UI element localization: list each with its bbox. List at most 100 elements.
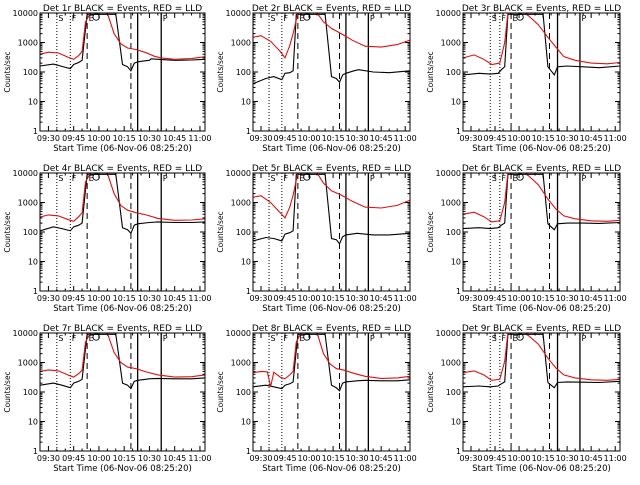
y-tick-label: 100 xyxy=(446,228,461,237)
y-tick-label: 1000 xyxy=(441,359,461,368)
y-tick-label: 1 xyxy=(456,287,461,296)
x-tick-label: 09:30 xyxy=(37,134,60,143)
y-tick-label: 100 xyxy=(236,388,251,397)
flare-marker xyxy=(516,173,524,181)
x-tick-label: 10:00 xyxy=(298,454,321,463)
event-label: E xyxy=(299,14,304,23)
y-tick-label: 1 xyxy=(246,287,251,296)
x-tick-label: 09:30 xyxy=(459,134,482,143)
y-tick-label: 10000 xyxy=(13,169,38,178)
y-tick-label: 10 xyxy=(451,258,461,267)
x-tick-label: 10:30 xyxy=(556,294,579,303)
x-axis-label: Start Time (06-Nov-06 08:25:20) xyxy=(472,464,611,474)
event-label: P xyxy=(370,334,375,343)
x-tick-label: 09:30 xyxy=(249,454,272,463)
event-label: P xyxy=(163,334,168,343)
x-tick-label: 10:45 xyxy=(370,294,393,303)
y-tick-label: 1000 xyxy=(441,199,461,208)
plot-frame xyxy=(39,172,206,292)
x-tick-label: 10:15 xyxy=(532,454,555,463)
x-tick-label: 10:15 xyxy=(532,134,555,143)
x-tick-label: 09:45 xyxy=(274,454,297,463)
y-tick-label: 10 xyxy=(451,418,461,427)
y-tick-label: 10000 xyxy=(13,329,38,338)
y-tick-label: 100 xyxy=(446,68,461,77)
event-label: E xyxy=(89,334,94,343)
y-tick-label: 10000 xyxy=(436,329,461,338)
x-tick-label: 09:30 xyxy=(37,454,60,463)
event-label: F xyxy=(72,334,77,343)
series-events xyxy=(463,13,620,76)
x-tick-label: 10:30 xyxy=(138,294,161,303)
event-label: S xyxy=(58,14,63,23)
y-tick-label: 1 xyxy=(456,447,461,456)
x-tick-label: 10:45 xyxy=(580,294,603,303)
x-tick-label: 11:00 xyxy=(604,454,627,463)
y-axis-label: Counts/sec xyxy=(426,51,435,92)
x-tick-label: 10:30 xyxy=(346,134,369,143)
event-label: E xyxy=(513,334,518,343)
y-tick-label: 10 xyxy=(28,258,38,267)
event-label: P xyxy=(581,14,586,23)
y-tick-label: 10000 xyxy=(13,9,38,18)
x-axis-label: Start Time (06-Nov-06 08:25:20) xyxy=(262,304,401,314)
x-axis-label: Start Time (06-Nov-06 08:25:20) xyxy=(53,464,192,474)
x-tick-label: 10:00 xyxy=(298,294,321,303)
x-tick-label: 10:00 xyxy=(508,454,531,463)
x-tick-label: 10:00 xyxy=(87,454,110,463)
x-tick-label: 10:00 xyxy=(87,294,110,303)
x-axis-label: Start Time (06-Nov-06 08:25:20) xyxy=(472,144,611,154)
event-label: F xyxy=(72,174,77,183)
x-axis-label: Start Time (06-Nov-06 08:25:20) xyxy=(53,144,192,154)
x-tick-label: 10:15 xyxy=(113,454,136,463)
series-lld xyxy=(463,333,620,381)
panel-4: Det 4r BLACK = Events, RED = LLD 1 10 100 10… xyxy=(3,164,211,314)
plot-frame xyxy=(462,172,621,292)
x-axis-label: Start Time (06-Nov-06 08:25:20) xyxy=(472,304,611,314)
event-label: S xyxy=(271,334,276,343)
event-label: S xyxy=(492,174,497,183)
series-events xyxy=(463,173,620,231)
y-tick-label: 10 xyxy=(241,418,251,427)
event-label: E xyxy=(89,14,94,23)
y-tick-label: 1 xyxy=(246,447,251,456)
panel-title: Det 1r BLACK = Events, RED = LLD xyxy=(43,4,202,14)
flare-marker xyxy=(92,13,100,21)
y-axis-label: Counts/sec xyxy=(3,211,12,252)
y-tick-label: 1000 xyxy=(441,39,461,48)
y-tick-label: 1000 xyxy=(231,199,251,208)
y-tick-label: 1 xyxy=(33,447,38,456)
y-tick-label: 1000 xyxy=(18,199,38,208)
event-label: F xyxy=(283,174,288,183)
y-axis-label: Counts/sec xyxy=(216,211,225,252)
x-tick-label: 10:00 xyxy=(87,134,110,143)
x-tick-label: 09:30 xyxy=(249,294,272,303)
flare-marker xyxy=(303,333,311,341)
x-tick-label: 09:45 xyxy=(62,134,85,143)
x-tick-label: 10:45 xyxy=(580,454,603,463)
plot-frame xyxy=(39,12,206,132)
x-tick-label: 11:00 xyxy=(188,454,211,463)
flare-marker xyxy=(303,13,311,21)
y-tick-label: 1000 xyxy=(231,39,251,48)
panel-3: Det 3r BLACK = Events, RED = LLD 1 10 100 10… xyxy=(426,4,627,154)
panel-title: Det 2r BLACK = Events, RED = LLD xyxy=(252,4,411,14)
x-tick-label: 10:30 xyxy=(138,454,161,463)
panel-title: Det 7r BLACK = Events, RED = LLD xyxy=(43,324,202,334)
x-tick-label: 09:30 xyxy=(37,294,60,303)
y-axis-label: Counts/sec xyxy=(426,211,435,252)
x-tick-label: 11:00 xyxy=(188,134,211,143)
event-label: P xyxy=(581,174,586,183)
x-tick-label: 10:30 xyxy=(346,294,369,303)
event-label: F xyxy=(72,14,77,23)
panel-title: Det 6r BLACK = Events, RED = LLD xyxy=(462,164,621,174)
x-tick-label: 09:30 xyxy=(459,454,482,463)
series-lld xyxy=(253,13,410,60)
y-tick-label: 10 xyxy=(28,418,38,427)
series-lld xyxy=(40,13,205,60)
y-tick-label: 100 xyxy=(236,228,251,237)
x-tick-label: 10:45 xyxy=(163,134,186,143)
x-tick-label: 10:00 xyxy=(508,294,531,303)
y-tick-label: 100 xyxy=(23,388,38,397)
y-tick-label: 1 xyxy=(246,127,251,136)
